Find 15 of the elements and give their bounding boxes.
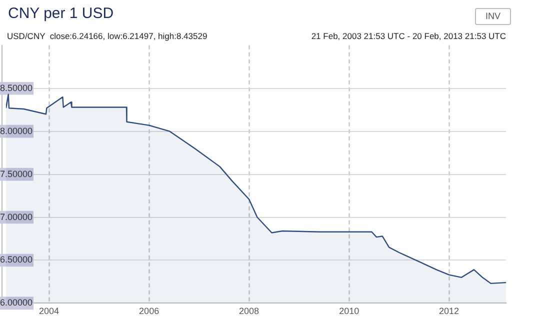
text: 21 Feb, 2003 21:53 UTC - 20 Feb, 2013 21:53 UTC [311, 31, 506, 41]
x-tick-label: 2012 [439, 306, 460, 316]
chart-subtitle: USD/CNY close:6.24166, low:6.21497, high:8.43529 [7, 31, 208, 41]
x-tick-label: 2006 [139, 306, 160, 316]
y-tick-label: 8.50000 [0, 82, 33, 93]
chart-title: CNY per 1 USD [8, 5, 114, 22]
x-tick-label: 2004 [38, 306, 60, 316]
x-tick-label: 2008 [239, 306, 260, 316]
text: INV [475, 8, 511, 25]
y-tick-label: 8.00000 [0, 126, 33, 136]
y-tick-label: 7.00000 [0, 212, 33, 222]
y-tick-label: 7.50000 [0, 168, 33, 179]
y-tick-label: 6.00000 [0, 298, 33, 308]
y-tick-label: 6.50000 [0, 254, 33, 265]
x-tick-label: 2010 [339, 306, 360, 316]
